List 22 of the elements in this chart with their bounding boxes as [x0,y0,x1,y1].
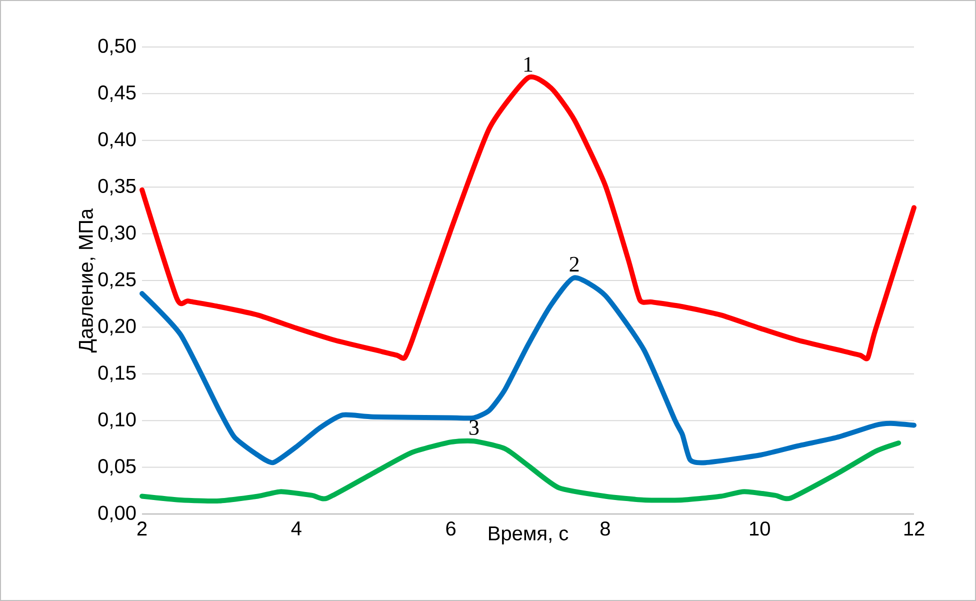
series-label: 1 [524,57,532,72]
y-tick-label: 0,30 [98,226,136,242]
x-axis-title: Время, с [489,526,568,544]
y-tick-label: 0,45 [98,85,136,102]
y-axis-title: Давление, МПа [78,208,97,352]
x-tick-label: 8 [600,522,610,536]
y-tick-label: 0,05 [98,459,136,476]
y-tick-label: 0,25 [98,272,136,289]
y-tick-label: 0,00 [98,506,136,522]
y-tick-label: 0,20 [98,318,136,336]
y-tick-label: 0,10 [98,412,136,429]
x-tick-label: 4 [291,522,302,536]
x-tick-label: 6 [446,522,456,536]
series-label: 3 [470,420,479,435]
y-tick-label: 0,40 [98,132,136,149]
y-tick-label: 0,50 [98,38,136,56]
x-tick-label: 12 [904,522,924,536]
x-tick-label: 10 [750,522,770,536]
y-tick-label: 0,15 [98,366,136,382]
x-tick-label: 2 [137,522,147,536]
y-tick-label: 0,35 [98,178,136,196]
series-label: 2 [570,256,579,272]
